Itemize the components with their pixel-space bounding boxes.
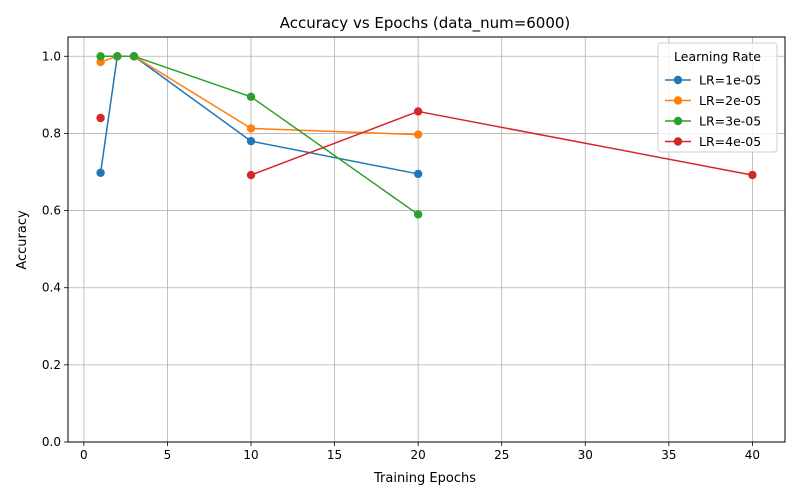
series-layer [96,52,757,219]
legend-item: LR=1e-05 [665,73,761,88]
x-tick-label: 30 [578,448,593,462]
legend-swatch-marker [673,75,683,85]
legend-label: LR=3e-05 [699,114,761,129]
plot-area-frame [67,36,786,443]
legend-swatch-marker [673,116,683,126]
data-point [96,113,105,123]
legend-item: LR=4e-05 [665,134,761,149]
y-axis-ticks: 0.0 0.2 0.4 0.6 0.8 1.0 [42,49,68,449]
y-tick-label: 0.2 [42,358,61,372]
x-tick-label: 0 [80,448,88,462]
x-tick-label: 10 [243,448,258,462]
data-point [96,57,105,67]
data-point [413,169,423,179]
legend-label: LR=4e-05 [699,134,761,149]
x-axis-ticks: 0 5 10 15 20 25 30 35 40 [80,442,760,462]
data-point [748,170,757,180]
y-tick-label: 0.6 [42,204,61,218]
data-point [129,52,139,61]
x-tick-label: 35 [661,448,676,462]
x-tick-label: 25 [494,448,509,462]
data-point [413,210,423,219]
legend-item: LR=2e-05 [665,93,761,108]
x-tick-label: 20 [411,448,426,462]
legend-title: Learning Rate [674,49,761,64]
data-point [96,168,105,177]
x-tick-label: 5 [164,448,172,462]
legend-swatch-marker [673,96,683,105]
series-4 [96,107,757,180]
y-axis-label: Accuracy [15,210,30,270]
legend-swatch-marker [673,137,683,146]
data-point [413,130,423,139]
data-point [246,136,256,146]
y-tick-label: 1.0 [42,49,61,63]
x-axis-label: Training Epochs [373,471,476,486]
data-point [413,107,423,116]
data-point [246,124,256,133]
data-point [113,52,122,61]
legend-item: LR=3e-05 [665,114,761,129]
data-point [246,92,256,101]
y-tick-label: 0.0 [42,435,61,449]
x-tick-label: 15 [327,448,342,462]
data-point [96,52,105,61]
legend-frame [657,42,778,153]
chart-title: Accuracy vs Epochs (data_num=6000) [280,14,571,33]
legend-label: LR=2e-05 [699,93,761,108]
legend-label: LR=1e-05 [699,73,761,88]
x-tick-label: 40 [745,448,760,462]
series-3 [96,52,423,219]
y-tick-label: 0.8 [42,126,61,140]
legend: Learning Rate LR=1e-05 LR=2e-05 LR=3e-05 LR… [657,42,778,153]
y-tick-label: 0.4 [42,281,61,295]
data-point [246,170,256,180]
